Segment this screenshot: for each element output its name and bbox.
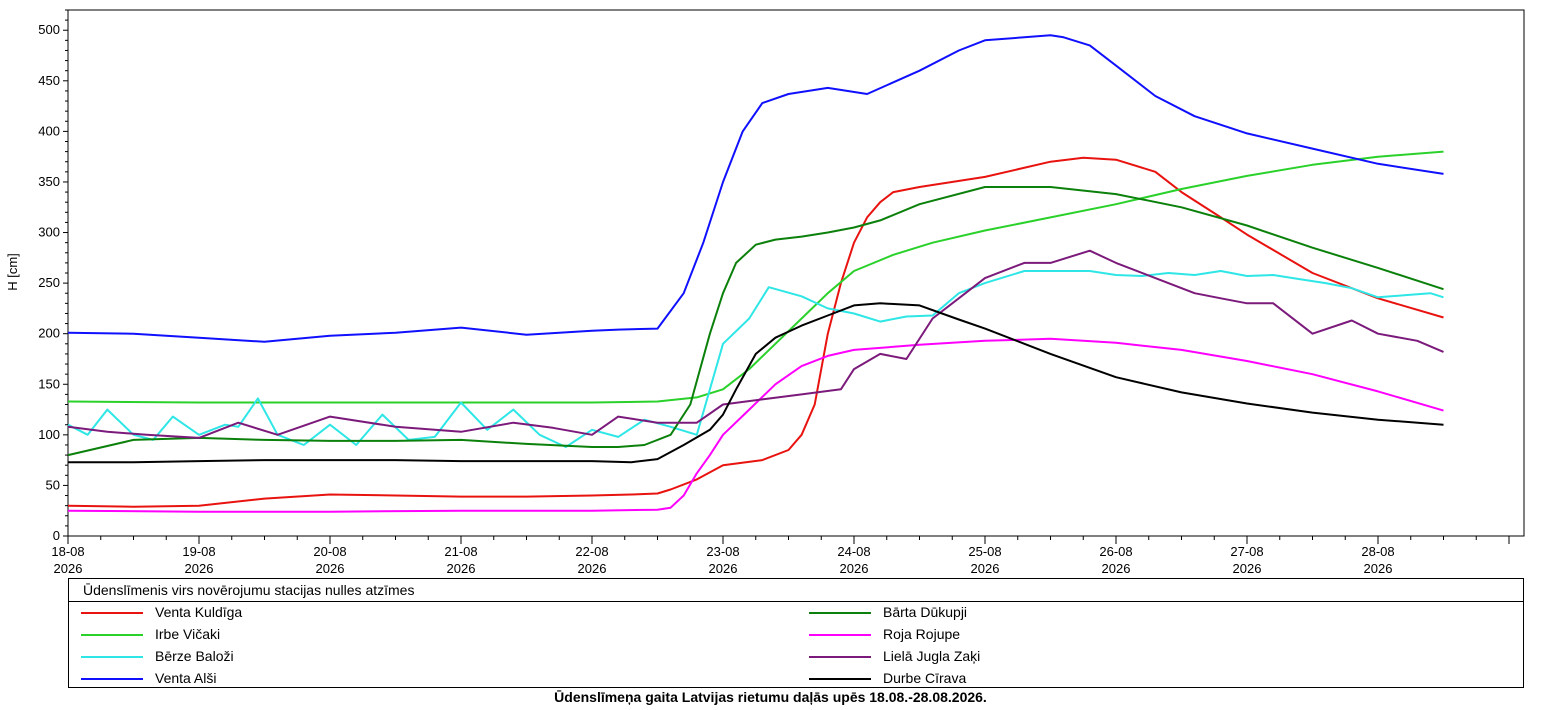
line-chart: 0 50 100 150 200 250 300 350 400 450 500 18-08 2026… <box>5 9 1525 576</box>
legend-divider <box>69 601 1523 602</box>
x-tick-label-year: 2026 <box>1102 561 1131 576</box>
series-line-venta-alsi <box>67 34 1444 343</box>
x-tick-label-year: 2026 <box>709 561 738 576</box>
y-tick-label: 150 <box>38 376 60 391</box>
x-tick-label-day: 23-08 <box>706 544 739 559</box>
legend-swatch <box>81 656 143 658</box>
y-axis-label: H [cm] <box>5 253 20 291</box>
y-tick-label: 350 <box>38 174 60 189</box>
x-tick-label-day: 22-08 <box>575 544 608 559</box>
x-tick-label-day: 25-08 <box>968 544 1001 559</box>
x-tick-label-day: 26-08 <box>1099 544 1132 559</box>
series-line-irbe-vicaki <box>67 150 1444 404</box>
legend-label: Irbe Vičaki <box>155 626 221 642</box>
legend-swatch <box>809 634 871 636</box>
legend-label: Bārta Dūkupji <box>883 604 968 620</box>
legend: Ūdenslīmenis virs novērojumu stacijas nu… <box>68 578 1524 688</box>
series-line-roja-rojupe <box>67 337 1444 513</box>
x-tick-label-day: 18-08 <box>51 544 84 559</box>
legend-label: Lielā Jugla Zaķi <box>883 648 981 664</box>
x-tick-label-year: 2026 <box>578 561 607 576</box>
x-tick-label-year: 2026 <box>54 561 83 576</box>
series-line-barta-dukupji <box>67 186 1444 457</box>
x-tick-label-day: 20-08 <box>313 544 346 559</box>
series-line-liela-jugla-zaki <box>67 249 1444 439</box>
y-tick-label: 50 <box>46 477 60 492</box>
series-line-berze-balozi <box>67 270 1444 448</box>
y-tick-label: 100 <box>38 427 60 442</box>
x-tick-label-year: 2026 <box>1233 561 1262 576</box>
x-tick-label-year: 2026 <box>447 561 476 576</box>
x-tick-label-day: 21-08 <box>444 544 477 559</box>
legend-swatch <box>81 612 143 614</box>
y-tick-label: 300 <box>38 225 60 240</box>
x-tick-label-year: 2026 <box>1364 561 1393 576</box>
plot-area <box>67 9 1525 537</box>
legend-label: Roja Rojupe <box>883 626 961 642</box>
x-tick-label-year: 2026 <box>840 561 869 576</box>
legend-swatch <box>809 612 871 614</box>
legend-label: Venta Kuldīga <box>155 604 243 620</box>
y-tick-label: 250 <box>38 275 60 290</box>
x-tick-label-day: 27-08 <box>1230 544 1263 559</box>
x-tick-label-year: 2026 <box>185 561 214 576</box>
chart-title: Ūdenslīmeņa gaita Latvijas rietumu daļās… <box>554 689 987 705</box>
legend-swatch <box>81 634 143 636</box>
x-tick-label-day: 28-08 <box>1361 544 1394 559</box>
legend-swatch <box>809 656 871 658</box>
legend-swatch <box>809 678 871 680</box>
series-line-venta-kuldiga <box>67 156 1444 508</box>
y-tick-label: 0 <box>53 528 60 543</box>
legend-label: Venta Alši <box>155 670 217 686</box>
x-tick-label-year: 2026 <box>971 561 1000 576</box>
legend-swatch <box>81 678 143 680</box>
x-tick-label-day: 19-08 <box>182 544 215 559</box>
legend-title: Ūdenslīmenis virs novērojumu stacijas nu… <box>83 582 415 598</box>
y-tick-label: 400 <box>38 123 60 138</box>
x-tick-label-day: 24-08 <box>837 544 870 559</box>
y-tick-label: 200 <box>38 326 60 341</box>
series-line-durbe-cirava <box>68 302 1444 464</box>
legend-label: Durbe Cīrava <box>883 670 967 686</box>
y-tick-label: 500 <box>38 22 60 37</box>
y-tick-label: 450 <box>38 73 60 88</box>
legend-label: Bērze Baloži <box>155 648 234 664</box>
x-tick-label-year: 2026 <box>316 561 345 576</box>
